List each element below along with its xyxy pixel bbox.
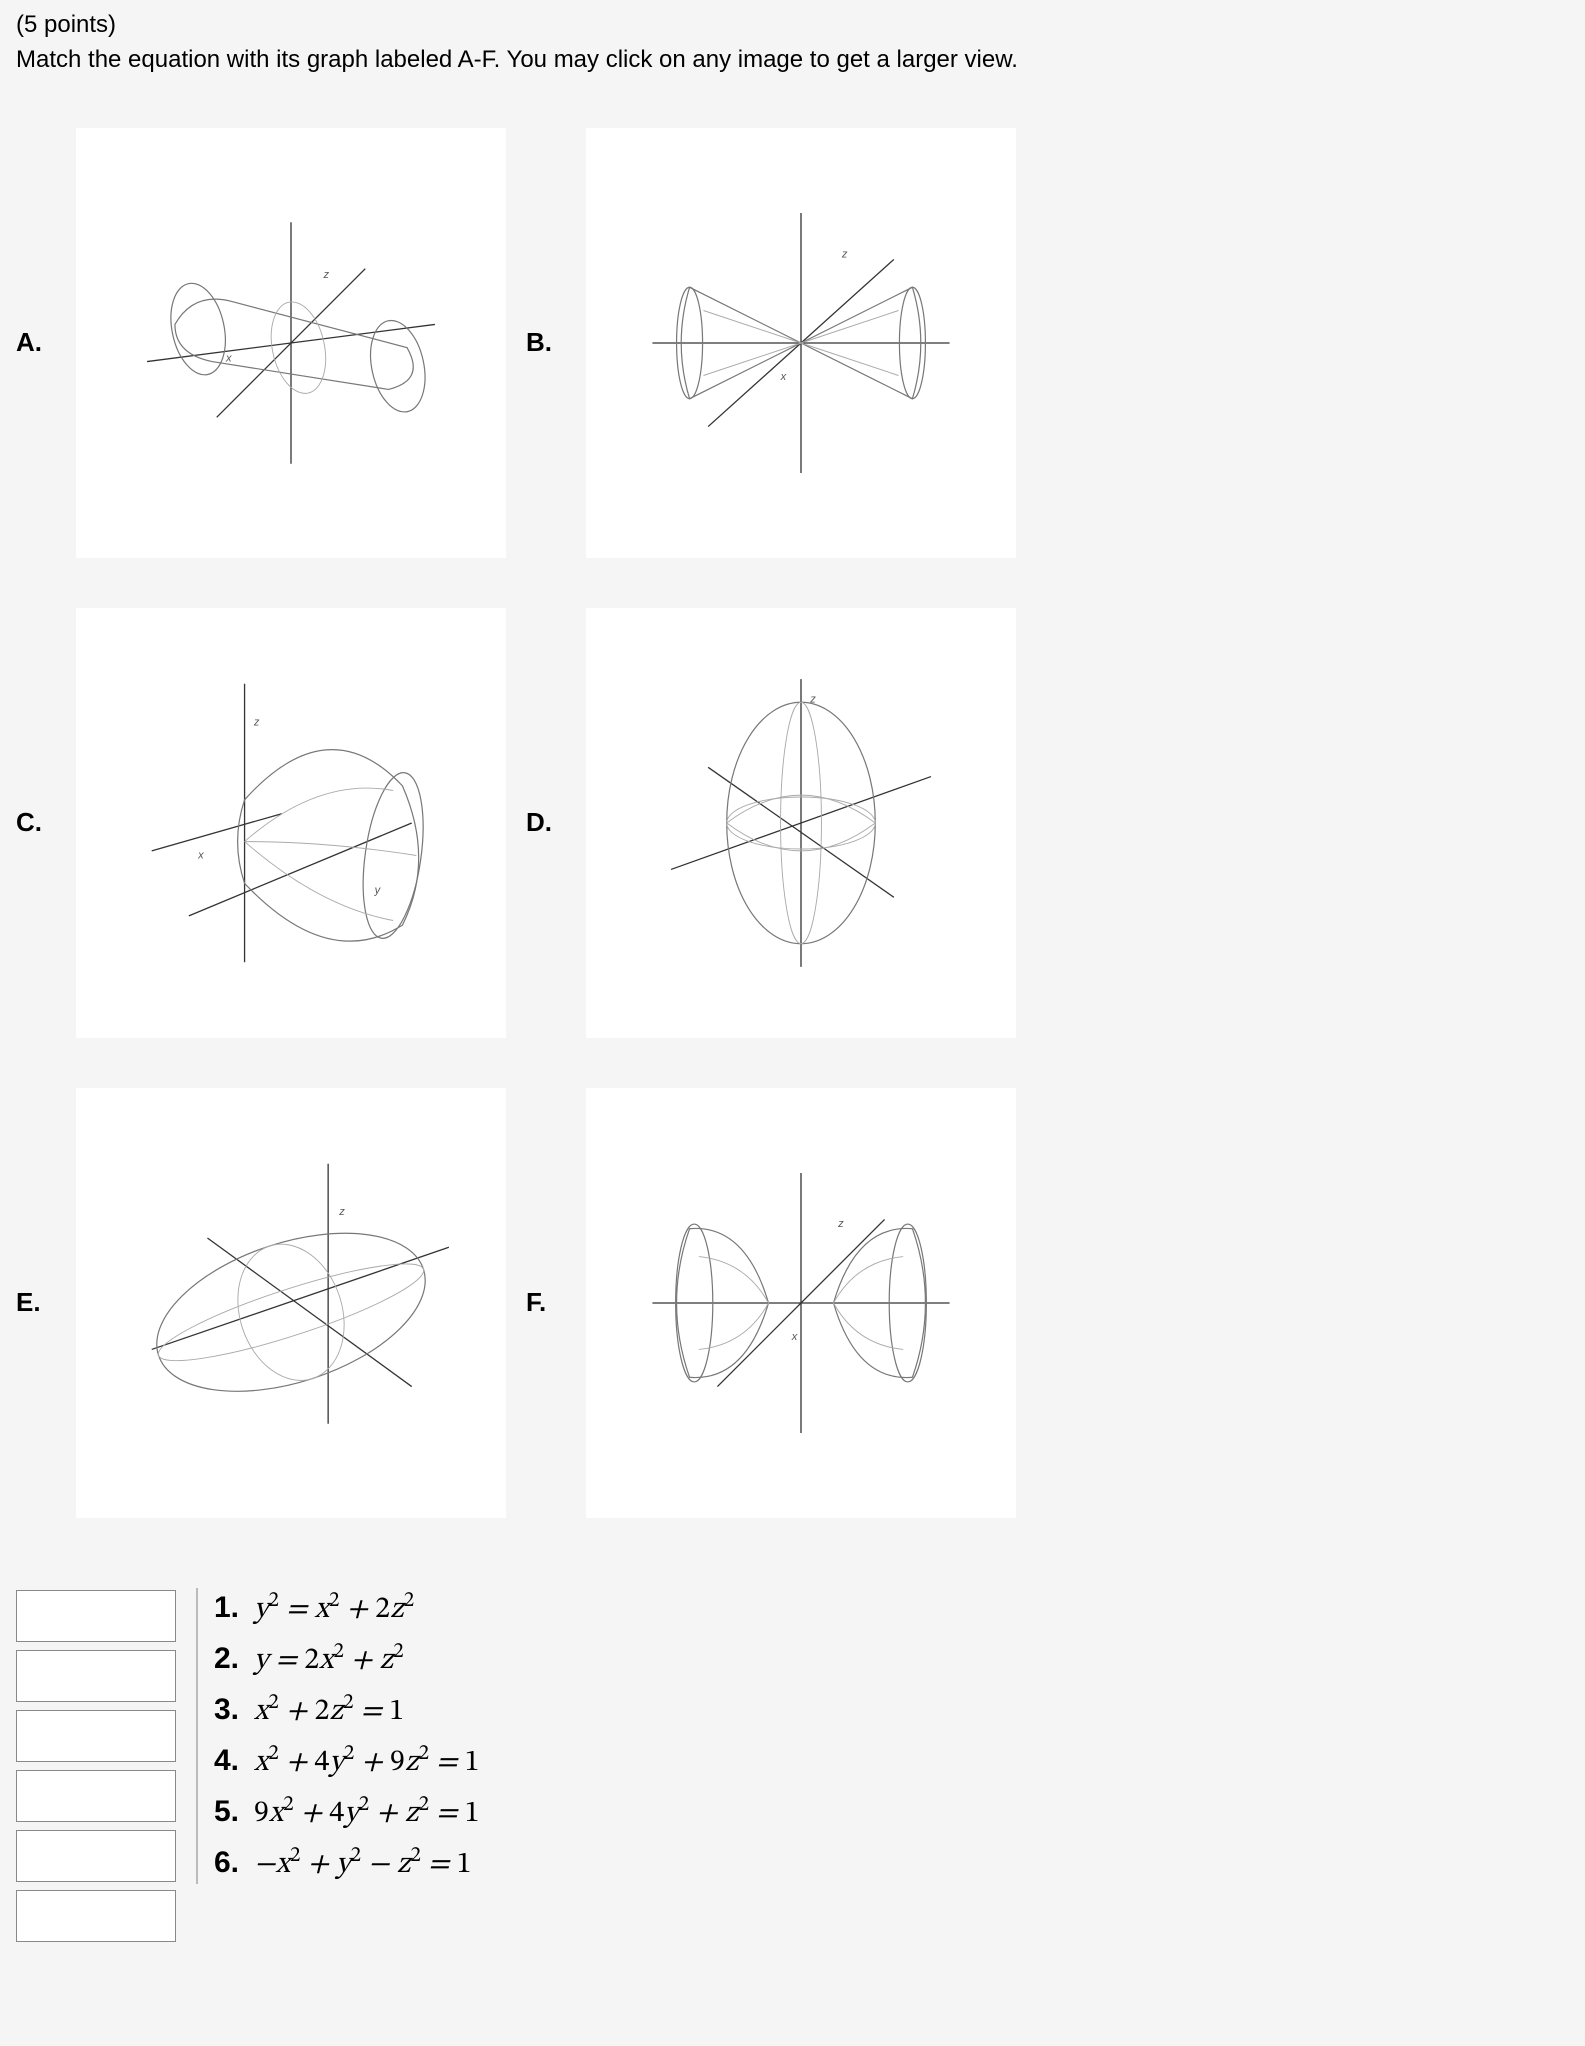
svg-text:x: x (197, 849, 204, 861)
svg-text:z: z (338, 1205, 345, 1217)
tile-label-f: F. (526, 1287, 566, 1318)
question-container: (5 points) Match the equation with its g… (0, 0, 1585, 1982)
tile-label-a: A. (16, 327, 56, 358)
equation-1: 1.y2 = x2 + 2z2 (214, 1588, 480, 1629)
answer-input-2[interactable] (16, 1650, 176, 1702)
answer-inputs (16, 1588, 176, 1942)
equation-4: 4.x2 + 4y2 + 9z2 = 1 (214, 1741, 480, 1782)
equation-list: 1.y2 = x2 + 2z2 2.y = 2x2 + z2 3.x2 + 2z… (196, 1588, 480, 1884)
tile-label-d: D. (526, 807, 566, 838)
tile-label-b: B. (526, 327, 566, 358)
svg-text:x: x (791, 1331, 798, 1343)
equation-6: 6.−x2 + y2 − z2 = 1 (214, 1843, 480, 1884)
svg-text:z: z (841, 248, 848, 260)
answer-input-4[interactable] (16, 1770, 176, 1822)
answer-input-3[interactable] (16, 1710, 176, 1762)
answers-section: 1.y2 = x2 + 2z2 2.y = 2x2 + z2 3.x2 + 2z… (16, 1588, 1569, 1942)
equation-5: 5.9x2 + 4y2 + z2 = 1 (214, 1792, 480, 1833)
question-header: (5 points) Match the equation with its g… (16, 8, 1569, 78)
svg-text:z: z (323, 269, 330, 281)
graph-tile-a[interactable]: z x (76, 128, 506, 558)
graph-grid: A. z x B. (16, 128, 1569, 1518)
answer-input-6[interactable] (16, 1890, 176, 1942)
cylinder-icon: z x (96, 148, 486, 538)
graph-tile-b[interactable]: z x (586, 128, 1016, 558)
tile-label-e: E. (16, 1287, 56, 1318)
svg-text:x: x (780, 371, 787, 383)
equation-3: 3.x2 + 2z2 = 1 (214, 1690, 480, 1731)
tile-label-c: C. (16, 807, 56, 838)
double-cone-wide-icon: z x (606, 1108, 996, 1498)
points-label: (5 points) (16, 8, 1569, 43)
double-cone-narrow-icon: z x (606, 148, 996, 538)
graph-tile-f[interactable]: z x (586, 1088, 1016, 1518)
instructions-text: Match the equation with its graph labele… (16, 43, 1569, 78)
answer-input-5[interactable] (16, 1830, 176, 1882)
graph-tile-d[interactable]: z (586, 608, 1016, 1038)
answer-input-1[interactable] (16, 1590, 176, 1642)
svg-text:y: y (374, 884, 382, 896)
equation-2: 2.y = 2x2 + z2 (214, 1639, 480, 1680)
svg-text:z: z (837, 1217, 844, 1229)
graph-tile-c[interactable]: z x y (76, 608, 506, 1038)
graph-tile-e[interactable]: z (76, 1088, 506, 1518)
svg-text:z: z (253, 716, 260, 728)
svg-text:x: x (225, 352, 232, 364)
ellipsoid-tall-icon: z (606, 628, 996, 1018)
paraboloid-icon: z x y (96, 628, 486, 1018)
ellipsoid-flat-icon: z (96, 1108, 486, 1498)
